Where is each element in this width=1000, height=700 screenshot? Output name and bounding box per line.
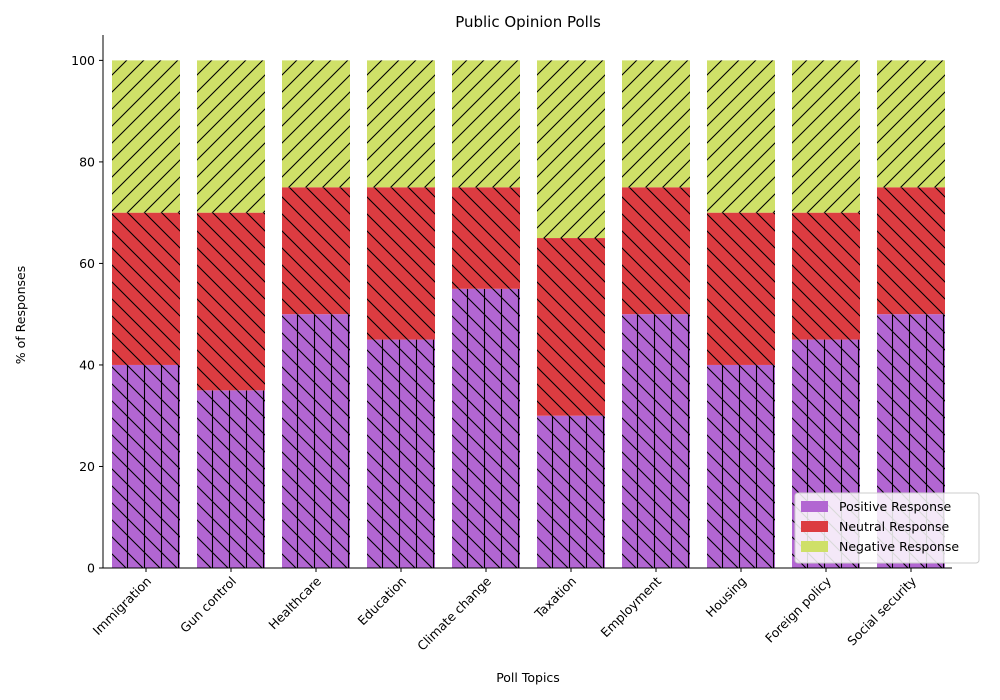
y-axis-title: % of Responses bbox=[13, 266, 28, 364]
x-tick-label: Taxation bbox=[531, 574, 579, 622]
bar-negative-response-immigration bbox=[112, 60, 180, 213]
legend: Positive Response Neutral Response Negativ… bbox=[794, 492, 980, 564]
bar-negative-response-education bbox=[367, 60, 435, 188]
bar-positive-response-healthcare bbox=[282, 314, 350, 568]
bar-neutral-response-housing bbox=[707, 212, 775, 365]
y-tick-label: 40 bbox=[79, 357, 95, 372]
bar-neutral-response-taxation bbox=[537, 238, 605, 416]
bar-neutral-response-immigration bbox=[112, 212, 180, 365]
y-tick-label: 60 bbox=[79, 256, 95, 271]
y-tick-label: 20 bbox=[79, 459, 95, 474]
bar-negative-response-foreign-policy bbox=[792, 60, 860, 213]
bars-layer bbox=[112, 60, 945, 568]
y-tick-label: 80 bbox=[79, 154, 95, 169]
x-tick-label: Climate change bbox=[414, 573, 494, 653]
legend-swatch bbox=[801, 521, 828, 532]
x-tick-label: Social security bbox=[844, 573, 919, 648]
bar-negative-response-taxation bbox=[537, 60, 605, 239]
bar-negative-response-employment bbox=[622, 60, 690, 188]
x-tick-label: Education bbox=[355, 574, 410, 629]
y-tick-label: 0 bbox=[87, 561, 95, 576]
bar-negative-response-healthcare bbox=[282, 60, 350, 188]
bar-positive-response-education bbox=[367, 339, 435, 568]
legend-swatch bbox=[801, 541, 828, 552]
legend-label: Negative Response bbox=[839, 539, 959, 554]
bar-positive-response-employment bbox=[622, 314, 690, 568]
bar-positive-response-immigration bbox=[112, 364, 180, 568]
bar-neutral-response-foreign-policy bbox=[792, 212, 860, 340]
bar-negative-response-gun-control bbox=[197, 60, 265, 213]
bar-negative-response-housing bbox=[707, 60, 775, 213]
legend-label: Neutral Response bbox=[839, 519, 949, 534]
bar-positive-response-gun-control bbox=[197, 390, 265, 568]
bar-neutral-response-education bbox=[367, 187, 435, 340]
bar-positive-response-taxation bbox=[537, 415, 605, 568]
y-tick-label: 100 bbox=[71, 53, 95, 68]
legend-box bbox=[794, 492, 980, 564]
chart-title: Public Opinion Polls bbox=[455, 13, 601, 31]
legend-swatch bbox=[801, 501, 828, 512]
x-tick-label: Healthcare bbox=[265, 573, 324, 632]
x-axis-title: Poll Topics bbox=[496, 670, 560, 685]
bar-neutral-response-social-security bbox=[877, 187, 945, 315]
legend-label: Positive Response bbox=[839, 499, 952, 514]
bar-neutral-response-employment bbox=[622, 187, 690, 315]
bar-negative-response-social-security bbox=[877, 60, 945, 188]
bar-positive-response-housing bbox=[707, 364, 775, 568]
x-tick-label: Foreign policy bbox=[762, 573, 835, 646]
bar-negative-response-climate-change bbox=[452, 60, 520, 188]
x-tick-label: Immigration bbox=[90, 574, 154, 638]
x-tick-label: Gun control bbox=[177, 574, 239, 636]
bar-neutral-response-climate-change bbox=[452, 187, 520, 289]
x-tick-label: Employment bbox=[597, 573, 664, 640]
bar-positive-response-climate-change bbox=[452, 288, 520, 568]
bar-neutral-response-healthcare bbox=[282, 187, 350, 315]
bar-neutral-response-gun-control bbox=[197, 212, 265, 391]
x-tick-label: Housing bbox=[703, 574, 750, 621]
